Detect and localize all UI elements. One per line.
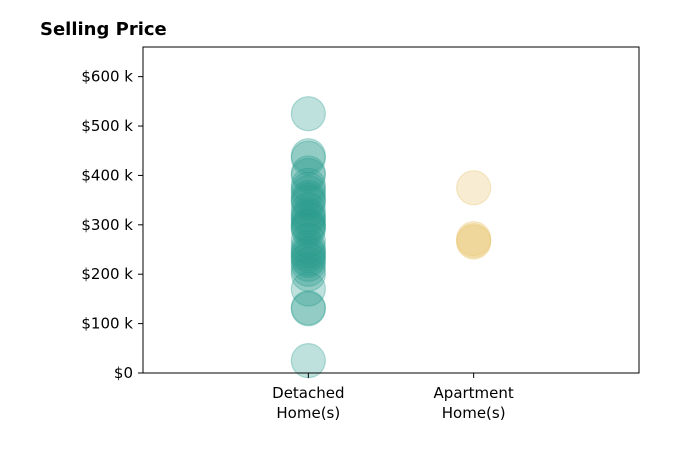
data-point — [290, 180, 326, 216]
data-point — [290, 206, 326, 242]
data-points — [290, 96, 492, 379]
y-tick-label: $300 k — [81, 216, 133, 234]
data-point — [290, 157, 326, 194]
y-tick-label: $400 k — [81, 166, 133, 184]
data-point — [290, 96, 326, 132]
data-point — [290, 235, 326, 272]
data-point — [290, 212, 326, 248]
data-point — [290, 240, 326, 277]
data-point — [290, 291, 326, 327]
y-tick-label: $0 — [114, 364, 133, 382]
data-point — [456, 224, 492, 260]
data-point — [290, 197, 326, 233]
data-point — [290, 242, 326, 278]
data-point — [290, 167, 326, 203]
data-point — [290, 209, 326, 245]
data-point — [290, 138, 326, 174]
data-point — [290, 155, 326, 191]
plot-frame — [142, 46, 640, 374]
data-point — [290, 251, 326, 287]
data-point — [290, 208, 326, 244]
data-point — [290, 192, 326, 228]
data-point — [290, 237, 326, 274]
data-point — [456, 221, 492, 257]
data-point — [290, 199, 326, 236]
data-point — [290, 140, 326, 176]
x-tick-label: Detached Home(s) — [272, 384, 344, 422]
data-point — [290, 202, 326, 238]
data-point — [290, 171, 326, 207]
data-point — [456, 170, 492, 206]
data-point — [290, 223, 326, 259]
data-point — [290, 290, 326, 326]
data-point — [290, 182, 326, 218]
y-tick-label: $100 k — [81, 315, 133, 333]
data-point — [290, 271, 326, 307]
data-point — [290, 256, 326, 292]
y-tick-label: $600 k — [81, 68, 133, 86]
axes: $0 $100 k $200 k $300 k $400 k $500 k $600 k De… — [81, 46, 640, 422]
data-point — [290, 229, 326, 265]
data-point — [290, 175, 326, 211]
data-point — [290, 232, 326, 269]
chart-title: Selling Price — [40, 19, 167, 40]
y-tick-label: $500 k — [81, 117, 133, 135]
data-point — [290, 184, 326, 221]
x-tick-label: Apartment Home(s) — [434, 384, 514, 422]
data-point — [456, 223, 492, 259]
y-tick-label: $200 k — [81, 265, 133, 283]
data-point — [290, 246, 326, 282]
